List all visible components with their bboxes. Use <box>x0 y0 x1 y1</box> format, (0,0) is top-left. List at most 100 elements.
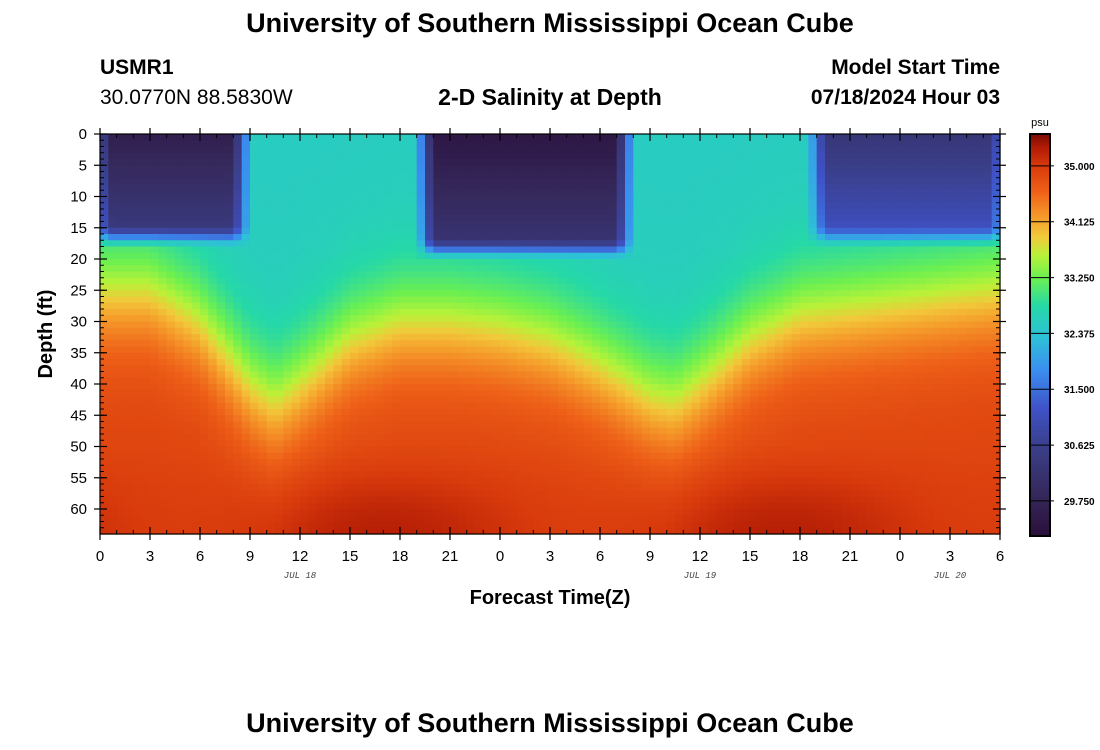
heatmap-cell <box>516 371 526 379</box>
heatmap-cell <box>641 290 651 298</box>
heatmap-cell <box>558 359 568 366</box>
heatmap-cell <box>483 352 493 360</box>
heatmap-cell <box>458 496 468 504</box>
heatmap-cell <box>416 527 426 535</box>
heatmap-cell <box>683 234 693 241</box>
heatmap-cell <box>350 165 359 173</box>
heatmap-cell <box>533 240 543 248</box>
heatmap-cell <box>166 196 176 204</box>
heatmap-cell <box>291 309 301 316</box>
heatmap-cell <box>333 159 343 166</box>
heatmap-cell <box>308 334 318 341</box>
heatmap-cell <box>458 321 468 329</box>
heatmap-cell <box>225 421 234 429</box>
heatmap-cell <box>316 521 326 529</box>
heatmap-cell <box>183 502 193 510</box>
heatmap-cell <box>191 284 201 291</box>
heatmap-cell <box>375 346 384 354</box>
heatmap-cell <box>258 309 268 316</box>
heatmap-cell <box>541 146 551 154</box>
heatmap-cell <box>358 446 368 454</box>
heatmap-cell <box>700 471 709 479</box>
heatmap-cell <box>175 290 184 298</box>
heatmap-cell <box>683 302 693 310</box>
heatmap-cell <box>466 390 476 398</box>
heatmap-cell <box>133 509 143 516</box>
heatmap-cell <box>483 396 493 404</box>
heatmap-cell <box>308 146 318 154</box>
heatmap-cell <box>583 302 593 310</box>
heatmap-cell <box>500 346 509 354</box>
heatmap-cell <box>450 359 459 366</box>
heatmap-cell <box>525 134 534 141</box>
heatmap-cell <box>108 484 118 491</box>
heatmap-cell <box>608 252 618 260</box>
heatmap-cell <box>175 515 184 523</box>
heatmap-cell <box>391 352 401 360</box>
heatmap-cell <box>125 140 134 148</box>
heatmap-cell <box>458 227 468 235</box>
heatmap-cell <box>283 527 293 535</box>
heatmap-cell <box>516 202 526 210</box>
heatmap-cell <box>225 321 234 329</box>
heatmap-cell <box>616 415 626 423</box>
heatmap-cell <box>633 477 643 485</box>
heatmap-cell <box>241 515 251 523</box>
heatmap-cell <box>216 296 226 304</box>
heatmap-cell <box>566 134 576 141</box>
heatmap-cell <box>741 334 751 341</box>
heatmap-cell <box>266 227 276 235</box>
heatmap-cell <box>408 396 418 404</box>
heatmap-cell <box>316 434 326 441</box>
heatmap-cell <box>116 190 126 198</box>
heatmap-cell <box>741 496 751 504</box>
heatmap-cell <box>116 327 126 335</box>
heatmap-cell <box>191 309 201 316</box>
heatmap-cell <box>391 196 401 204</box>
heatmap-cell <box>258 515 268 523</box>
heatmap-cell <box>516 290 526 298</box>
heatmap-cell <box>666 402 676 410</box>
heatmap-cell <box>133 140 143 148</box>
heatmap-cell <box>100 165 109 173</box>
heatmap-cell <box>375 302 384 310</box>
heatmap-cell <box>150 171 159 179</box>
heatmap-cell <box>283 440 293 448</box>
heatmap-cell <box>716 202 726 210</box>
heatmap-cell <box>558 146 568 154</box>
heatmap-cell <box>191 346 201 354</box>
heatmap-cell <box>658 159 668 166</box>
heatmap-cell <box>566 315 576 323</box>
heatmap-cell <box>183 334 193 341</box>
heatmap-cell <box>600 496 609 504</box>
heatmap-cell <box>583 490 593 498</box>
heatmap-cell <box>583 284 593 291</box>
heatmap-cell <box>700 315 709 323</box>
heatmap-cell <box>191 415 201 423</box>
heatmap-cell <box>541 184 551 191</box>
heatmap-cell <box>283 246 293 254</box>
heatmap-cell <box>558 502 568 510</box>
heatmap-cell <box>541 309 551 316</box>
heatmap-cell <box>666 265 676 273</box>
heatmap-cell <box>533 421 543 429</box>
heatmap-cell <box>650 277 659 285</box>
heatmap-cell <box>183 465 193 473</box>
heatmap-cell <box>383 496 393 504</box>
heatmap-cell <box>158 421 168 429</box>
heatmap-cell <box>550 440 559 448</box>
heatmap-cell <box>725 384 734 391</box>
heatmap-cell <box>250 434 259 441</box>
heatmap-cell <box>100 465 109 473</box>
heatmap-cell <box>158 352 168 360</box>
heatmap-cell <box>258 152 268 160</box>
heatmap-cell <box>116 359 126 366</box>
heatmap-cell <box>341 527 351 535</box>
heatmap-cell <box>200 152 209 160</box>
heatmap-cell <box>150 240 159 248</box>
heatmap-cell <box>358 521 368 529</box>
heatmap-cell <box>666 196 676 204</box>
heatmap-cell <box>216 452 226 460</box>
heatmap-cell <box>591 165 601 173</box>
heatmap-cell <box>275 402 284 410</box>
